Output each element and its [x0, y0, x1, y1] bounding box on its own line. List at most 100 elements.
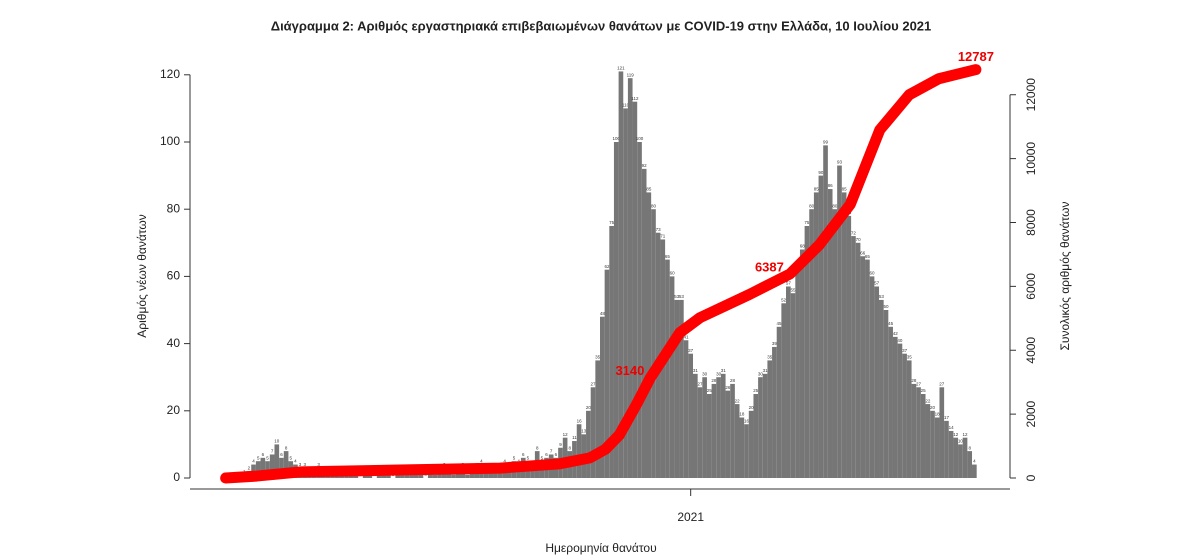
bar	[590, 387, 596, 478]
bar-value-label: 10	[958, 439, 964, 444]
bar-value-label: 12	[563, 432, 569, 437]
bar-value-label: 4	[480, 459, 483, 464]
bar-value-label: 16	[577, 418, 583, 423]
bar-value-label: 9	[559, 442, 562, 447]
bar	[600, 316, 605, 478]
bar-value-label: 11	[572, 435, 577, 440]
bar	[934, 417, 940, 478]
bar	[530, 467, 535, 478]
bar-value-label: 30	[702, 371, 708, 376]
annotation: 6387	[755, 259, 784, 274]
bar	[641, 168, 647, 478]
bar-value-label: 5	[513, 455, 516, 460]
bar	[860, 256, 866, 478]
bar-value-label: 50	[883, 304, 889, 309]
bar	[451, 474, 456, 478]
bar-value-label: 37	[688, 348, 694, 353]
bar-value-label: 4	[973, 459, 976, 464]
bar	[576, 424, 582, 478]
bar	[795, 269, 800, 478]
y-axis-label: Αριθμός νέων θανάτων	[135, 214, 149, 337]
bar-value-label: 5	[266, 455, 269, 460]
bar	[279, 457, 284, 478]
bar-value-label: 53	[879, 294, 885, 299]
y2-axis-label: Συνολικός αριθμός θανάτων	[1058, 201, 1072, 350]
bar-value-label: 42	[893, 331, 899, 336]
bar	[827, 189, 833, 479]
bar	[823, 145, 828, 479]
bar-value-label: 3	[317, 462, 320, 467]
bar-value-label: 20	[749, 405, 755, 410]
bar	[697, 387, 703, 478]
bar-value-label: 18	[935, 412, 941, 417]
bar-value-label: 121	[617, 66, 625, 71]
bar	[776, 326, 782, 478]
bar	[632, 101, 638, 479]
bar	[376, 474, 382, 478]
bar-value-label: 4	[503, 459, 506, 464]
bar	[799, 249, 805, 478]
bar	[586, 410, 591, 478]
bar-value-label: 7	[550, 449, 553, 454]
bar-value-label: 65	[665, 254, 671, 259]
bar-value-label: 80	[809, 203, 815, 208]
bar	[646, 192, 652, 478]
bar-value-label: 75	[804, 220, 810, 225]
bar-value-label: 8	[536, 445, 539, 450]
y-tick-label: 60	[167, 269, 181, 283]
bar-value-label: 5	[527, 455, 530, 460]
bar-value-label: 6	[555, 452, 558, 457]
bar	[809, 209, 814, 478]
bar-value-label: 3	[299, 462, 302, 467]
bar	[865, 259, 870, 478]
bar	[818, 175, 824, 478]
bar	[679, 299, 684, 478]
y2-tick-label: 12000	[1024, 78, 1038, 112]
bar	[260, 457, 266, 478]
bar	[255, 461, 261, 478]
bar-value-label: 3	[303, 462, 306, 467]
bar	[665, 259, 670, 478]
bar	[409, 474, 414, 478]
bar	[753, 394, 759, 478]
bar	[855, 242, 861, 478]
bar-value-label: 7	[271, 449, 274, 454]
bar	[627, 78, 633, 478]
bar	[744, 424, 749, 478]
bar	[781, 303, 787, 478]
bar	[841, 192, 847, 478]
bar-value-label: 66	[860, 250, 866, 255]
bar-value-label: 100	[636, 136, 644, 141]
bar-value-label: 22	[735, 398, 741, 403]
bar	[506, 467, 512, 478]
bar	[972, 464, 977, 478]
bar	[651, 209, 656, 478]
bar	[613, 142, 619, 478]
bar-value-label: 8	[285, 445, 288, 450]
y-tick-label: 40	[167, 336, 181, 350]
bar-value-label: 28	[711, 378, 717, 383]
bar	[720, 373, 726, 478]
bar-value-label: 8	[569, 445, 572, 450]
bar-value-label: 6	[262, 452, 265, 457]
bar	[725, 390, 731, 478]
bar	[734, 404, 740, 478]
bar	[944, 420, 949, 478]
bar-value-label: 93	[837, 160, 843, 165]
bar	[595, 360, 600, 478]
chart-title: Διάγραμμα 2: Αριθμός εργαστηριακά επιβεβ…	[271, 18, 932, 33]
bar-value-label: 4	[294, 459, 297, 464]
bar-value-label: 25	[707, 388, 713, 393]
bar	[790, 293, 796, 478]
bar	[702, 377, 707, 478]
bar-value-label: 70	[856, 237, 862, 242]
bar-value-label: 5	[289, 455, 292, 460]
x-axis-label: Ημερομηνία θανάτου	[545, 541, 656, 555]
bar	[869, 276, 875, 478]
bar-value-label: 53	[679, 294, 685, 299]
bar-value-label: 75	[609, 220, 615, 225]
bar-value-label: 40	[897, 338, 903, 343]
bar-value-label: 30	[716, 371, 722, 376]
bar	[930, 410, 935, 478]
annotation: 3140	[615, 363, 644, 378]
